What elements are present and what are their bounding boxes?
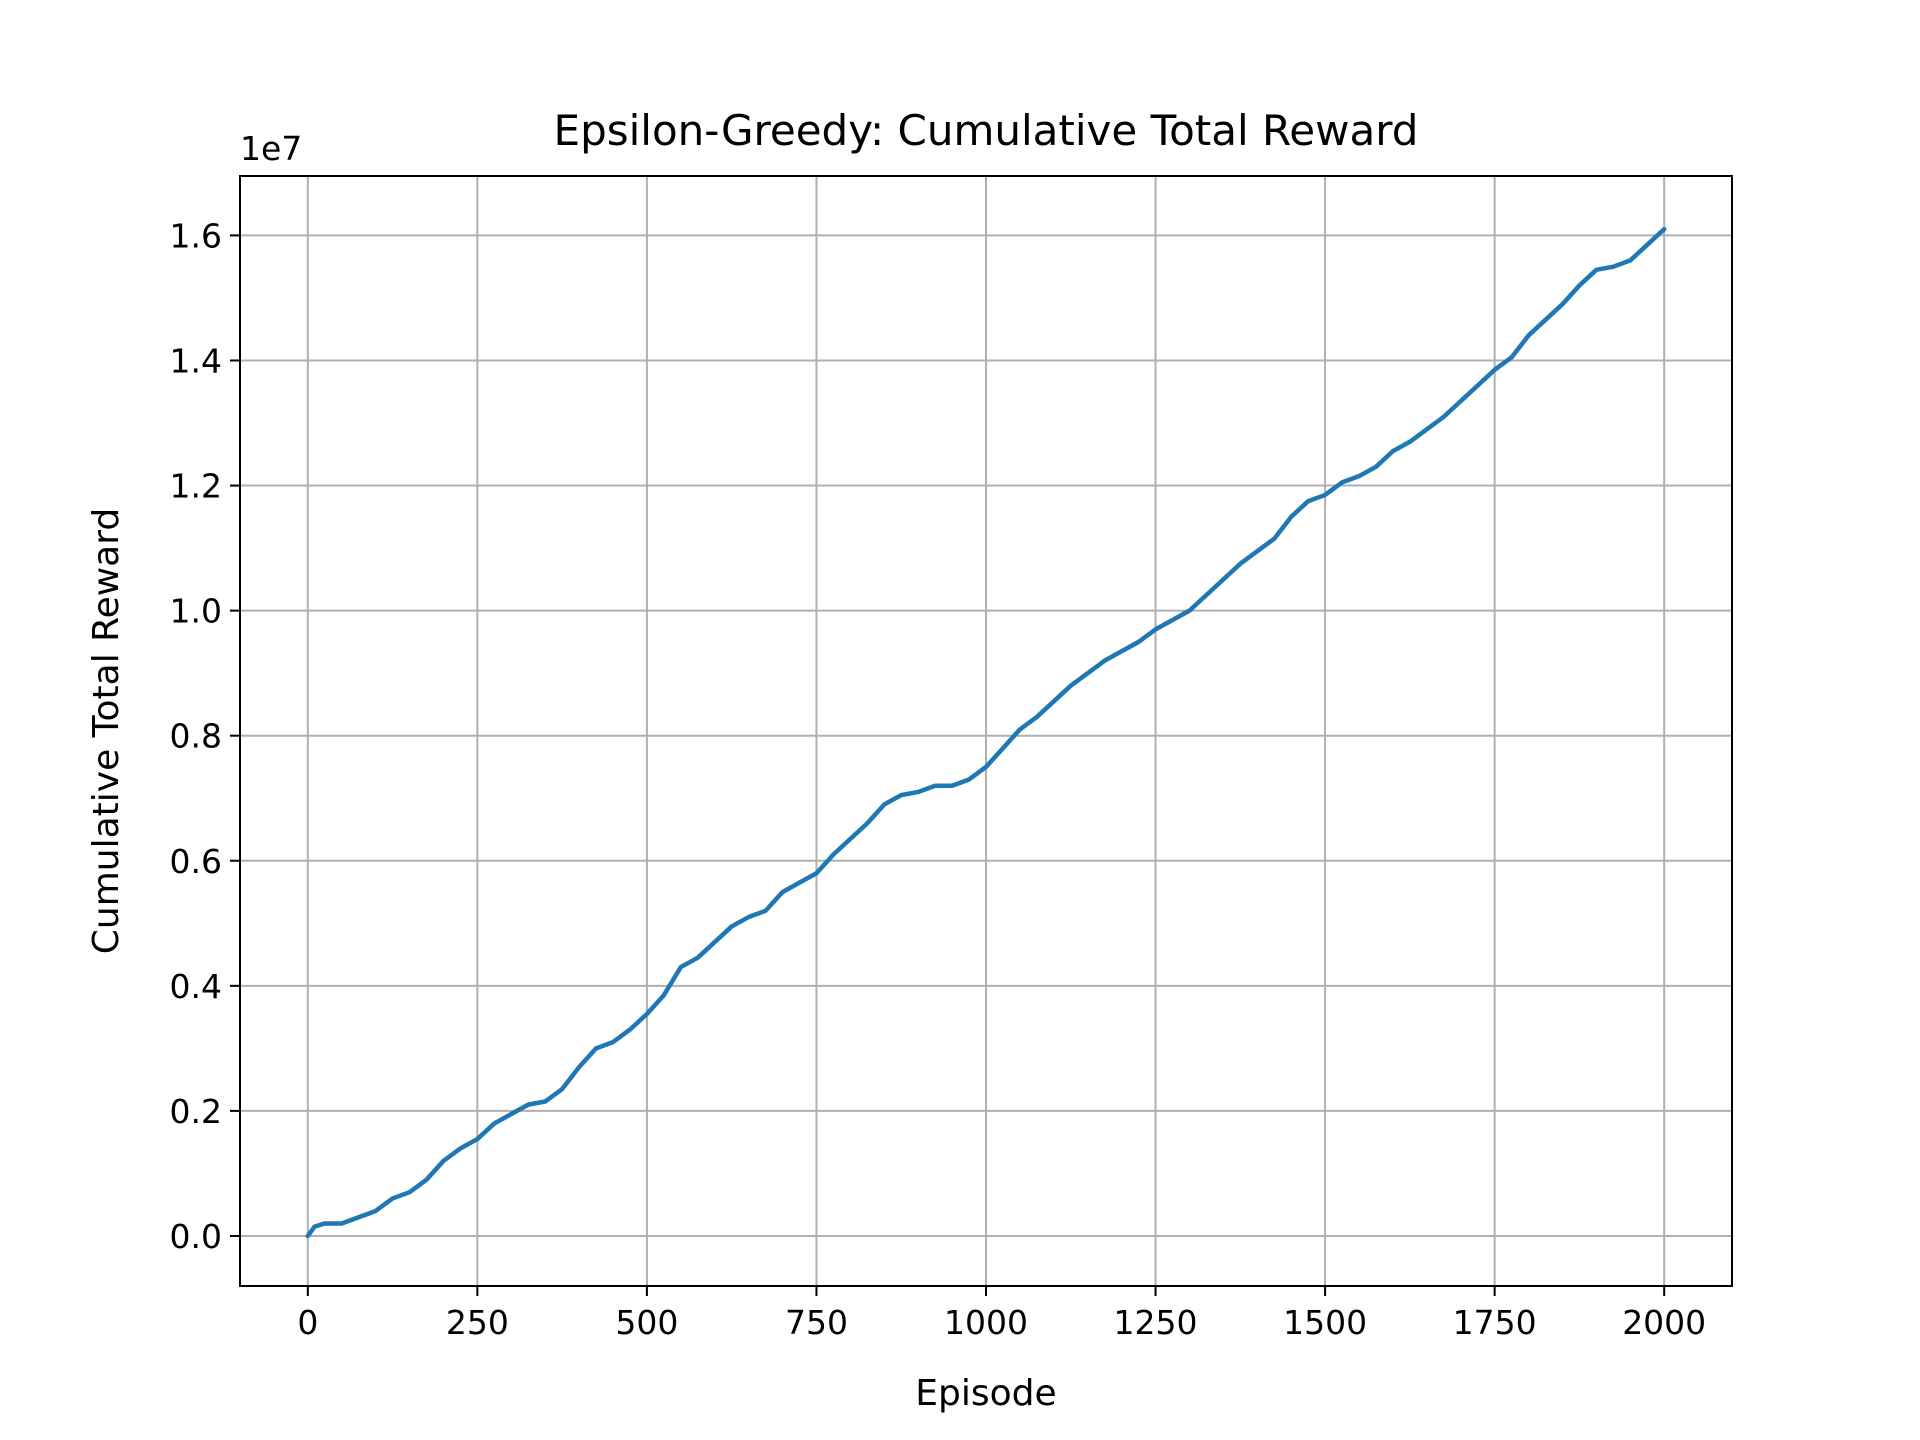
x-tick-label: 0 — [297, 1303, 318, 1342]
y-tick-label: 0.2 — [170, 1092, 222, 1131]
x-axis-label: Episode — [915, 1373, 1056, 1414]
x-tick-label: 750 — [785, 1303, 848, 1342]
y-tick-label: 0.4 — [170, 967, 222, 1006]
y-axis-offset-label: 1e7 — [240, 129, 302, 168]
chart-title: Epsilon-Greedy: Cumulative Total Reward — [554, 106, 1419, 155]
grid-lines — [240, 176, 1732, 1286]
y-tick-label: 1.2 — [170, 467, 222, 506]
x-tick-label: 250 — [446, 1303, 509, 1342]
x-axis-ticks: 0 250 500 750 1000 1250 1500 1750 2000 — [297, 1286, 1706, 1342]
y-tick-label: 0.0 — [170, 1217, 222, 1256]
y-axis-label: Cumulative Total Reward — [86, 508, 127, 955]
series-layer — [305, 226, 1667, 1239]
y-tick-label: 1.0 — [170, 592, 222, 631]
x-tick-label: 1500 — [1283, 1303, 1367, 1342]
y-tick-label: 0.6 — [170, 842, 222, 881]
x-tick-label: 1750 — [1453, 1303, 1537, 1342]
y-tick-label: 1.4 — [170, 341, 222, 380]
x-tick-label: 1250 — [1114, 1303, 1198, 1342]
y-tick-label: 1.6 — [170, 216, 222, 255]
x-tick-label: 2000 — [1622, 1303, 1706, 1342]
x-tick-label: 500 — [615, 1303, 678, 1342]
y-tick-label: 0.8 — [170, 717, 222, 756]
x-tick-label: 1000 — [944, 1303, 1028, 1342]
y-axis-ticks: 0.0 0.2 0.4 0.6 0.8 1.0 1.2 1.4 1.6 — [170, 216, 240, 1256]
series-line-0 — [305, 226, 1667, 1239]
